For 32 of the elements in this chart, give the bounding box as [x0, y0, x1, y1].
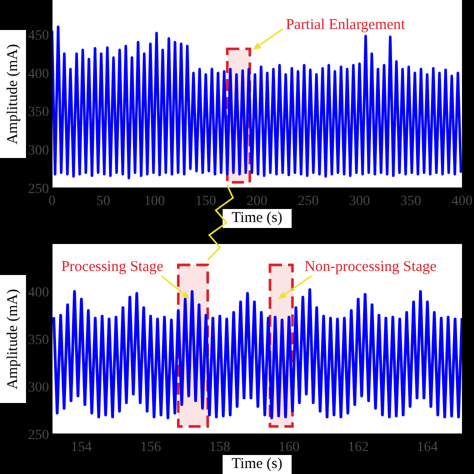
x-tick-label: 158: [209, 440, 230, 455]
y-tick-label: 250: [28, 428, 49, 443]
x-tick-label: 162: [348, 440, 369, 455]
x-tick-label: 50: [96, 194, 110, 209]
x-axis-title: Time (s): [232, 455, 282, 474]
x-tick-label: 0: [48, 194, 56, 209]
band-label: Non-processing Stage: [304, 258, 437, 275]
x-tick-label: 400: [452, 194, 472, 209]
x-tick-label: 200: [246, 194, 268, 209]
band-label: Partial Enlargement: [286, 16, 406, 33]
y-tick-label: 250: [28, 182, 49, 197]
x-tick-label: 250: [298, 194, 319, 209]
y-tick-label: 300: [28, 380, 49, 396]
x-tick-label: 300: [349, 194, 370, 209]
y-tick-label: 350: [28, 105, 49, 120]
x-tick-label: 156: [140, 440, 162, 455]
y-axis-title: Amplitude (mA): [4, 44, 22, 144]
x-tick-label: 164: [416, 440, 438, 455]
y-axis-title: Amplitude (mA): [4, 288, 22, 390]
band-label: Processing Stage: [61, 258, 164, 275]
x-tick-label: 150: [195, 194, 216, 209]
x-tick-label: 160: [278, 440, 300, 455]
x-tick-label: 350: [400, 194, 422, 209]
x-tick-label: 154: [70, 440, 92, 455]
line-series: [52, 288, 462, 420]
y-tick-label: 350: [28, 332, 49, 348]
y-tick-label: 300: [28, 144, 49, 159]
x-tick-label: 100: [144, 194, 165, 209]
y-tick-label: 400: [28, 66, 49, 82]
y-tick-label: 400: [28, 285, 49, 300]
y-tick-label: 450: [28, 28, 49, 44]
x-axis-title: Time (s): [232, 209, 282, 228]
